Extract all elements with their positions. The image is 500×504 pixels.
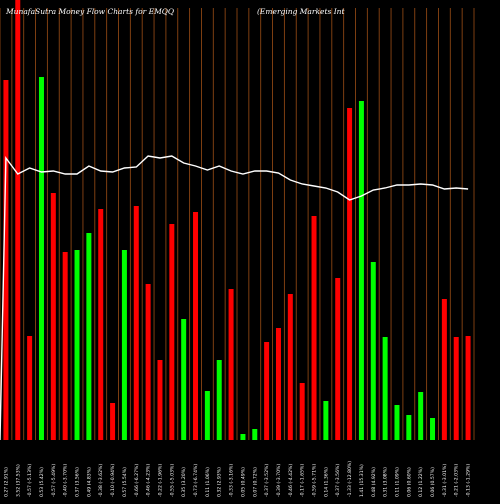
money-flow-bar bbox=[465, 336, 471, 440]
x-tick-label: 0.11 (1.09%) bbox=[394, 467, 400, 497]
money-flow-bar bbox=[110, 403, 116, 440]
money-flow-bar bbox=[74, 250, 80, 440]
x-tick-label: 3.52 (37.53%) bbox=[15, 464, 21, 497]
x-tick-label: -0.40 (-3.70%) bbox=[63, 464, 69, 497]
money-flow-bar bbox=[347, 108, 353, 440]
money-flow-bar bbox=[323, 401, 329, 440]
money-flow-bar bbox=[98, 209, 104, 440]
x-tick-label: 0.11 (1.06%) bbox=[205, 467, 211, 497]
money-flow-bar bbox=[335, 278, 341, 440]
money-flow-bar bbox=[3, 80, 9, 440]
money-flow-bar bbox=[133, 206, 139, 440]
money-flow-bar bbox=[394, 405, 400, 440]
money-flow-bar bbox=[228, 289, 234, 440]
x-tick-label: 0.12 (1.22%) bbox=[418, 467, 424, 497]
x-tick-label: -0.39 (-3.70%) bbox=[276, 464, 282, 497]
x-tick-label: 0.27 (2.91%) bbox=[3, 467, 9, 497]
x-tick-label: -0.73 (-6.74%) bbox=[193, 464, 199, 497]
x-tick-label: -0.10 (-0.94%) bbox=[110, 464, 116, 497]
money-flow-bars bbox=[3, 0, 471, 440]
money-flow-bar bbox=[240, 434, 246, 440]
x-tick-label: 0.07 (0.72%) bbox=[252, 467, 258, 497]
trend-line bbox=[0, 155, 469, 441]
money-flow-bar bbox=[370, 262, 376, 440]
x-tick-label: -0.38 (-3.62%) bbox=[98, 464, 104, 497]
money-flow-bar bbox=[145, 284, 151, 440]
x-tick-label: -0.37 (-3.56%) bbox=[335, 464, 341, 497]
money-flow-bar bbox=[15, 0, 21, 440]
money-flow-bar bbox=[169, 224, 175, 440]
x-tick-label: 0.31 (3.08%) bbox=[383, 467, 389, 497]
x-tick-label: 0.37 (3.56%) bbox=[75, 467, 81, 497]
x-tick-label: 0.06 (0.60%) bbox=[406, 467, 412, 497]
money-flow-bar bbox=[157, 360, 163, 440]
money-flow-bar bbox=[181, 319, 187, 440]
chart-title: MunafaSutra Money Flow Charts for EMQQ bbox=[5, 7, 174, 16]
chart-subtitle: (Emerging Markets Int bbox=[257, 7, 346, 16]
money-flow-bar bbox=[275, 328, 281, 440]
x-tick-label: 0.48 (4.92%) bbox=[371, 467, 377, 497]
money-flow-bar bbox=[27, 336, 33, 440]
x-tick-label: -0.33 (-3.16%) bbox=[229, 464, 235, 497]
x-tick-label: 0.05 (0.49%) bbox=[240, 467, 246, 497]
money-flow-bar bbox=[193, 212, 199, 440]
money-flow-line bbox=[0, 155, 469, 441]
x-tick-label: -0.17 (-1.65%) bbox=[300, 464, 306, 497]
x-tick-label: -0.59 (-5.71%) bbox=[312, 464, 318, 497]
grid-lines bbox=[0, 8, 475, 440]
x-tick-label: -0.57 (-5.13%) bbox=[27, 464, 33, 497]
money-flow-bar bbox=[50, 193, 56, 440]
money-flow-bar bbox=[121, 250, 127, 440]
x-tick-label: -0.66 (-6.27%) bbox=[134, 464, 140, 497]
x-tick-label: -0.22 (-1.96%) bbox=[157, 464, 163, 497]
money-flow-bar bbox=[216, 360, 222, 440]
x-tick-label: 0.14 (1.36%) bbox=[323, 467, 329, 497]
x-tick-label: 1.41 (15.31%) bbox=[359, 464, 365, 497]
money-flow-bar bbox=[358, 101, 364, 440]
x-tick-label: -0.55 (-5.03%) bbox=[169, 464, 175, 497]
money-flow-bar bbox=[204, 391, 210, 440]
money-flow-bar bbox=[441, 299, 447, 440]
x-tick-label: -1.33 (-12.80%) bbox=[347, 461, 353, 497]
x-tick-label: -0.57 (-5.49%) bbox=[51, 464, 57, 497]
x-tick-label: -0.46 (-4.23%) bbox=[146, 464, 152, 497]
money-flow-bar bbox=[299, 383, 305, 440]
money-flow-bar bbox=[311, 216, 317, 440]
money-flow-bar bbox=[287, 294, 293, 440]
money-flow-bar bbox=[406, 415, 412, 440]
money-flow-bar bbox=[38, 77, 44, 440]
money-flow-bar bbox=[62, 252, 68, 440]
x-axis-labels: 0.27 (2.91%) 3.52 (37.53%) -0.57 (-5.13%) 0… bbox=[3, 461, 471, 497]
money-flow-bar bbox=[430, 418, 436, 440]
x-tick-label: -0.21 (-2.03%) bbox=[454, 464, 460, 497]
x-tick-label: 0.53 (5.42%) bbox=[39, 467, 45, 497]
x-tick-label: -0.37 (-3.52%) bbox=[264, 464, 270, 497]
x-tick-label: 0.57 (5.54%) bbox=[122, 467, 128, 497]
money-flow-bar bbox=[382, 337, 388, 440]
money-flow-bar bbox=[264, 342, 270, 440]
money-flow-bar bbox=[86, 233, 92, 440]
money-flow-bar bbox=[453, 337, 459, 440]
x-tick-label: 0.32 (2.93%) bbox=[217, 467, 223, 497]
x-tick-label: 0.35 (3.20%) bbox=[181, 467, 187, 497]
x-tick-label: 0.06 (0.57%) bbox=[430, 467, 436, 497]
x-tick-label: -0.31 (-3.01%) bbox=[442, 464, 448, 497]
x-tick-label: -0.46 (-4.42%) bbox=[288, 464, 294, 497]
x-tick-label: 0.49 (4.83%) bbox=[86, 467, 92, 497]
money-flow-bar bbox=[418, 392, 424, 440]
money-flow-bar bbox=[252, 429, 258, 440]
x-tick-label: -0.13 (-1.29%) bbox=[466, 464, 472, 497]
